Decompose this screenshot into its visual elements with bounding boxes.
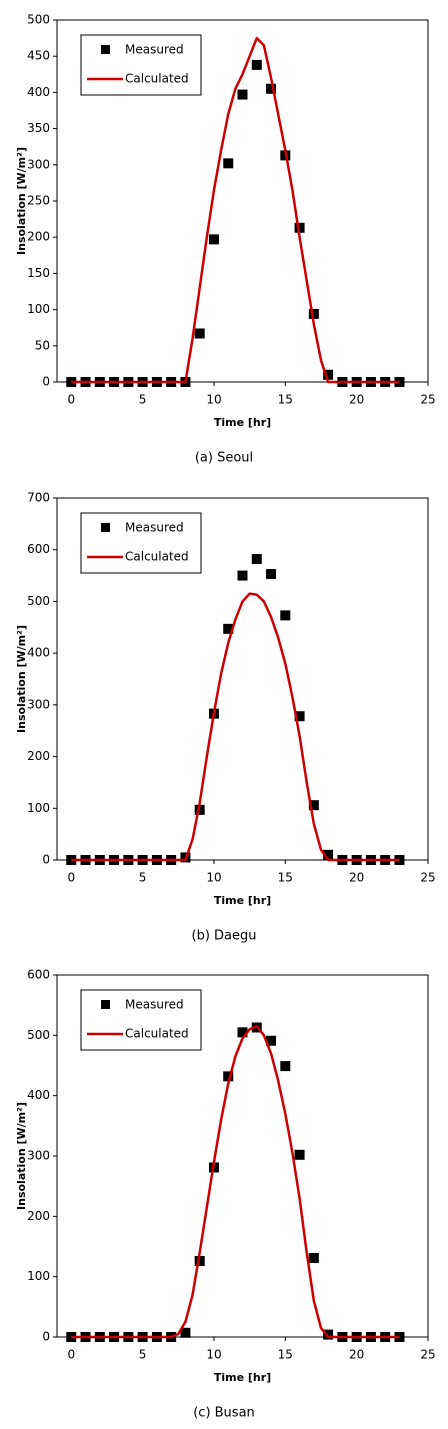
measured-point	[223, 1071, 234, 1082]
y-tick-label: 500	[27, 1028, 50, 1042]
x-axis-label: Time [hr]	[214, 416, 271, 429]
measured-point	[194, 804, 205, 815]
caption: (c) Busan	[193, 1406, 255, 1421]
measured-point	[280, 1061, 291, 1072]
chart: 0 50 100 150 200 250 300 350 400 450 500 0 5 10 15 20 25…	[15, 13, 436, 466]
plot-frame	[56, 497, 429, 861]
x-axis-label: Time [hr]	[214, 1371, 271, 1384]
x-tick-label: 0	[67, 393, 75, 407]
measured-point	[223, 158, 234, 169]
y-axis-label: Insolation [W/m²]	[15, 1102, 28, 1210]
x-tick-label: 15	[278, 393, 293, 407]
x-tick-label: 10	[206, 1348, 221, 1362]
y-tick-label: 100	[27, 1269, 50, 1283]
measured-point	[294, 222, 305, 233]
measured-point	[308, 800, 319, 811]
y-tick-label: 600	[27, 542, 50, 556]
x-tick-label: 0	[67, 871, 75, 885]
y-tick-label: 150	[27, 266, 50, 280]
measured-point	[208, 234, 219, 245]
y-tick-label: 0	[42, 1330, 50, 1344]
y-tick-label: 500	[27, 594, 50, 608]
calculated-line	[71, 1025, 400, 1339]
legend-label: Calculated	[125, 72, 189, 86]
y-tick-label: 600	[27, 968, 50, 982]
measured-point	[323, 849, 334, 860]
legend-label: Measured	[125, 43, 184, 57]
y-tick-label: 100	[27, 302, 50, 316]
x-tick-label: 25	[420, 1348, 435, 1362]
measured-point	[237, 1027, 248, 1038]
y-tick-label: 400	[27, 85, 50, 99]
measured-point	[280, 610, 291, 621]
y-tick-label: 100	[27, 801, 50, 815]
legend-label: Calculated	[125, 550, 189, 564]
legend-marker	[101, 1000, 110, 1009]
x-tick-label: 25	[420, 393, 435, 407]
x-tick-label: 5	[139, 393, 147, 407]
y-tick-label: 200	[27, 1209, 50, 1223]
x-tick-label: 25	[420, 871, 435, 885]
measured-point	[323, 369, 334, 380]
y-tick-label: 200	[27, 749, 50, 763]
x-tick-label: 20	[349, 871, 364, 885]
chart: 0 100 200 300 400 500 600 700 0 5 10 15 20 25 Time [hr…	[15, 491, 436, 944]
calculated-line	[71, 36, 400, 384]
calculated-line	[71, 592, 400, 862]
y-tick-label: 400	[27, 1088, 50, 1102]
y-tick-label: 400	[27, 646, 50, 660]
legend-marker	[101, 523, 110, 532]
y-tick-label: 300	[27, 1149, 50, 1163]
measured-point	[294, 711, 305, 722]
x-tick-label: 10	[206, 393, 221, 407]
measured-point	[237, 570, 248, 581]
y-tick-label: 200	[27, 230, 50, 244]
x-axis-label: Time [hr]	[214, 894, 271, 907]
chart: 0 100 200 300 400 500 600 0 5 10 15 20 25 Time [hr] In…	[15, 968, 436, 1421]
y-tick-label: 300	[27, 157, 50, 171]
y-axis-label: Insolation [W/m²]	[15, 625, 28, 733]
y-tick-label: 300	[27, 697, 50, 711]
x-tick-label: 15	[278, 1348, 293, 1362]
x-tick-label: 5	[139, 1348, 147, 1362]
legend-label: Measured	[125, 998, 184, 1012]
measured-point	[180, 1327, 191, 1338]
x-tick-label: 10	[206, 871, 221, 885]
y-tick-label: 0	[42, 853, 50, 867]
caption: (b) Daegu	[192, 929, 257, 944]
measured-point	[266, 83, 277, 94]
measured-point	[308, 1252, 319, 1263]
measured-point	[223, 623, 234, 634]
legend-label: Measured	[125, 521, 184, 535]
measured-point	[266, 569, 277, 580]
y-tick-label: 50	[35, 338, 50, 352]
measured-point	[194, 1255, 205, 1266]
x-tick-label: 0	[67, 1348, 75, 1362]
measured-point	[266, 1035, 277, 1046]
x-tick-label: 20	[349, 1348, 364, 1362]
y-tick-label: 500	[27, 13, 50, 27]
legend-label: Calculated	[125, 1027, 189, 1041]
measured-point	[308, 308, 319, 319]
measured-point	[251, 554, 262, 565]
measured-point	[194, 328, 205, 339]
y-tick-label: 350	[27, 121, 50, 135]
x-tick-label: 5	[139, 871, 147, 885]
measured-point	[237, 89, 248, 100]
y-tick-label: 700	[27, 491, 50, 505]
x-tick-label: 15	[278, 871, 293, 885]
caption: (a) Seoul	[195, 451, 253, 466]
measured-point	[323, 1329, 334, 1340]
y-tick-label: 0	[42, 375, 50, 389]
measured-point	[294, 1149, 305, 1160]
y-axis-label: Insolation [W/m²]	[15, 147, 28, 255]
y-tick-label: 450	[27, 49, 50, 63]
x-tick-label: 20	[349, 393, 364, 407]
legend-marker	[101, 45, 110, 54]
measured-point	[251, 59, 262, 70]
y-tick-label: 250	[27, 194, 50, 208]
